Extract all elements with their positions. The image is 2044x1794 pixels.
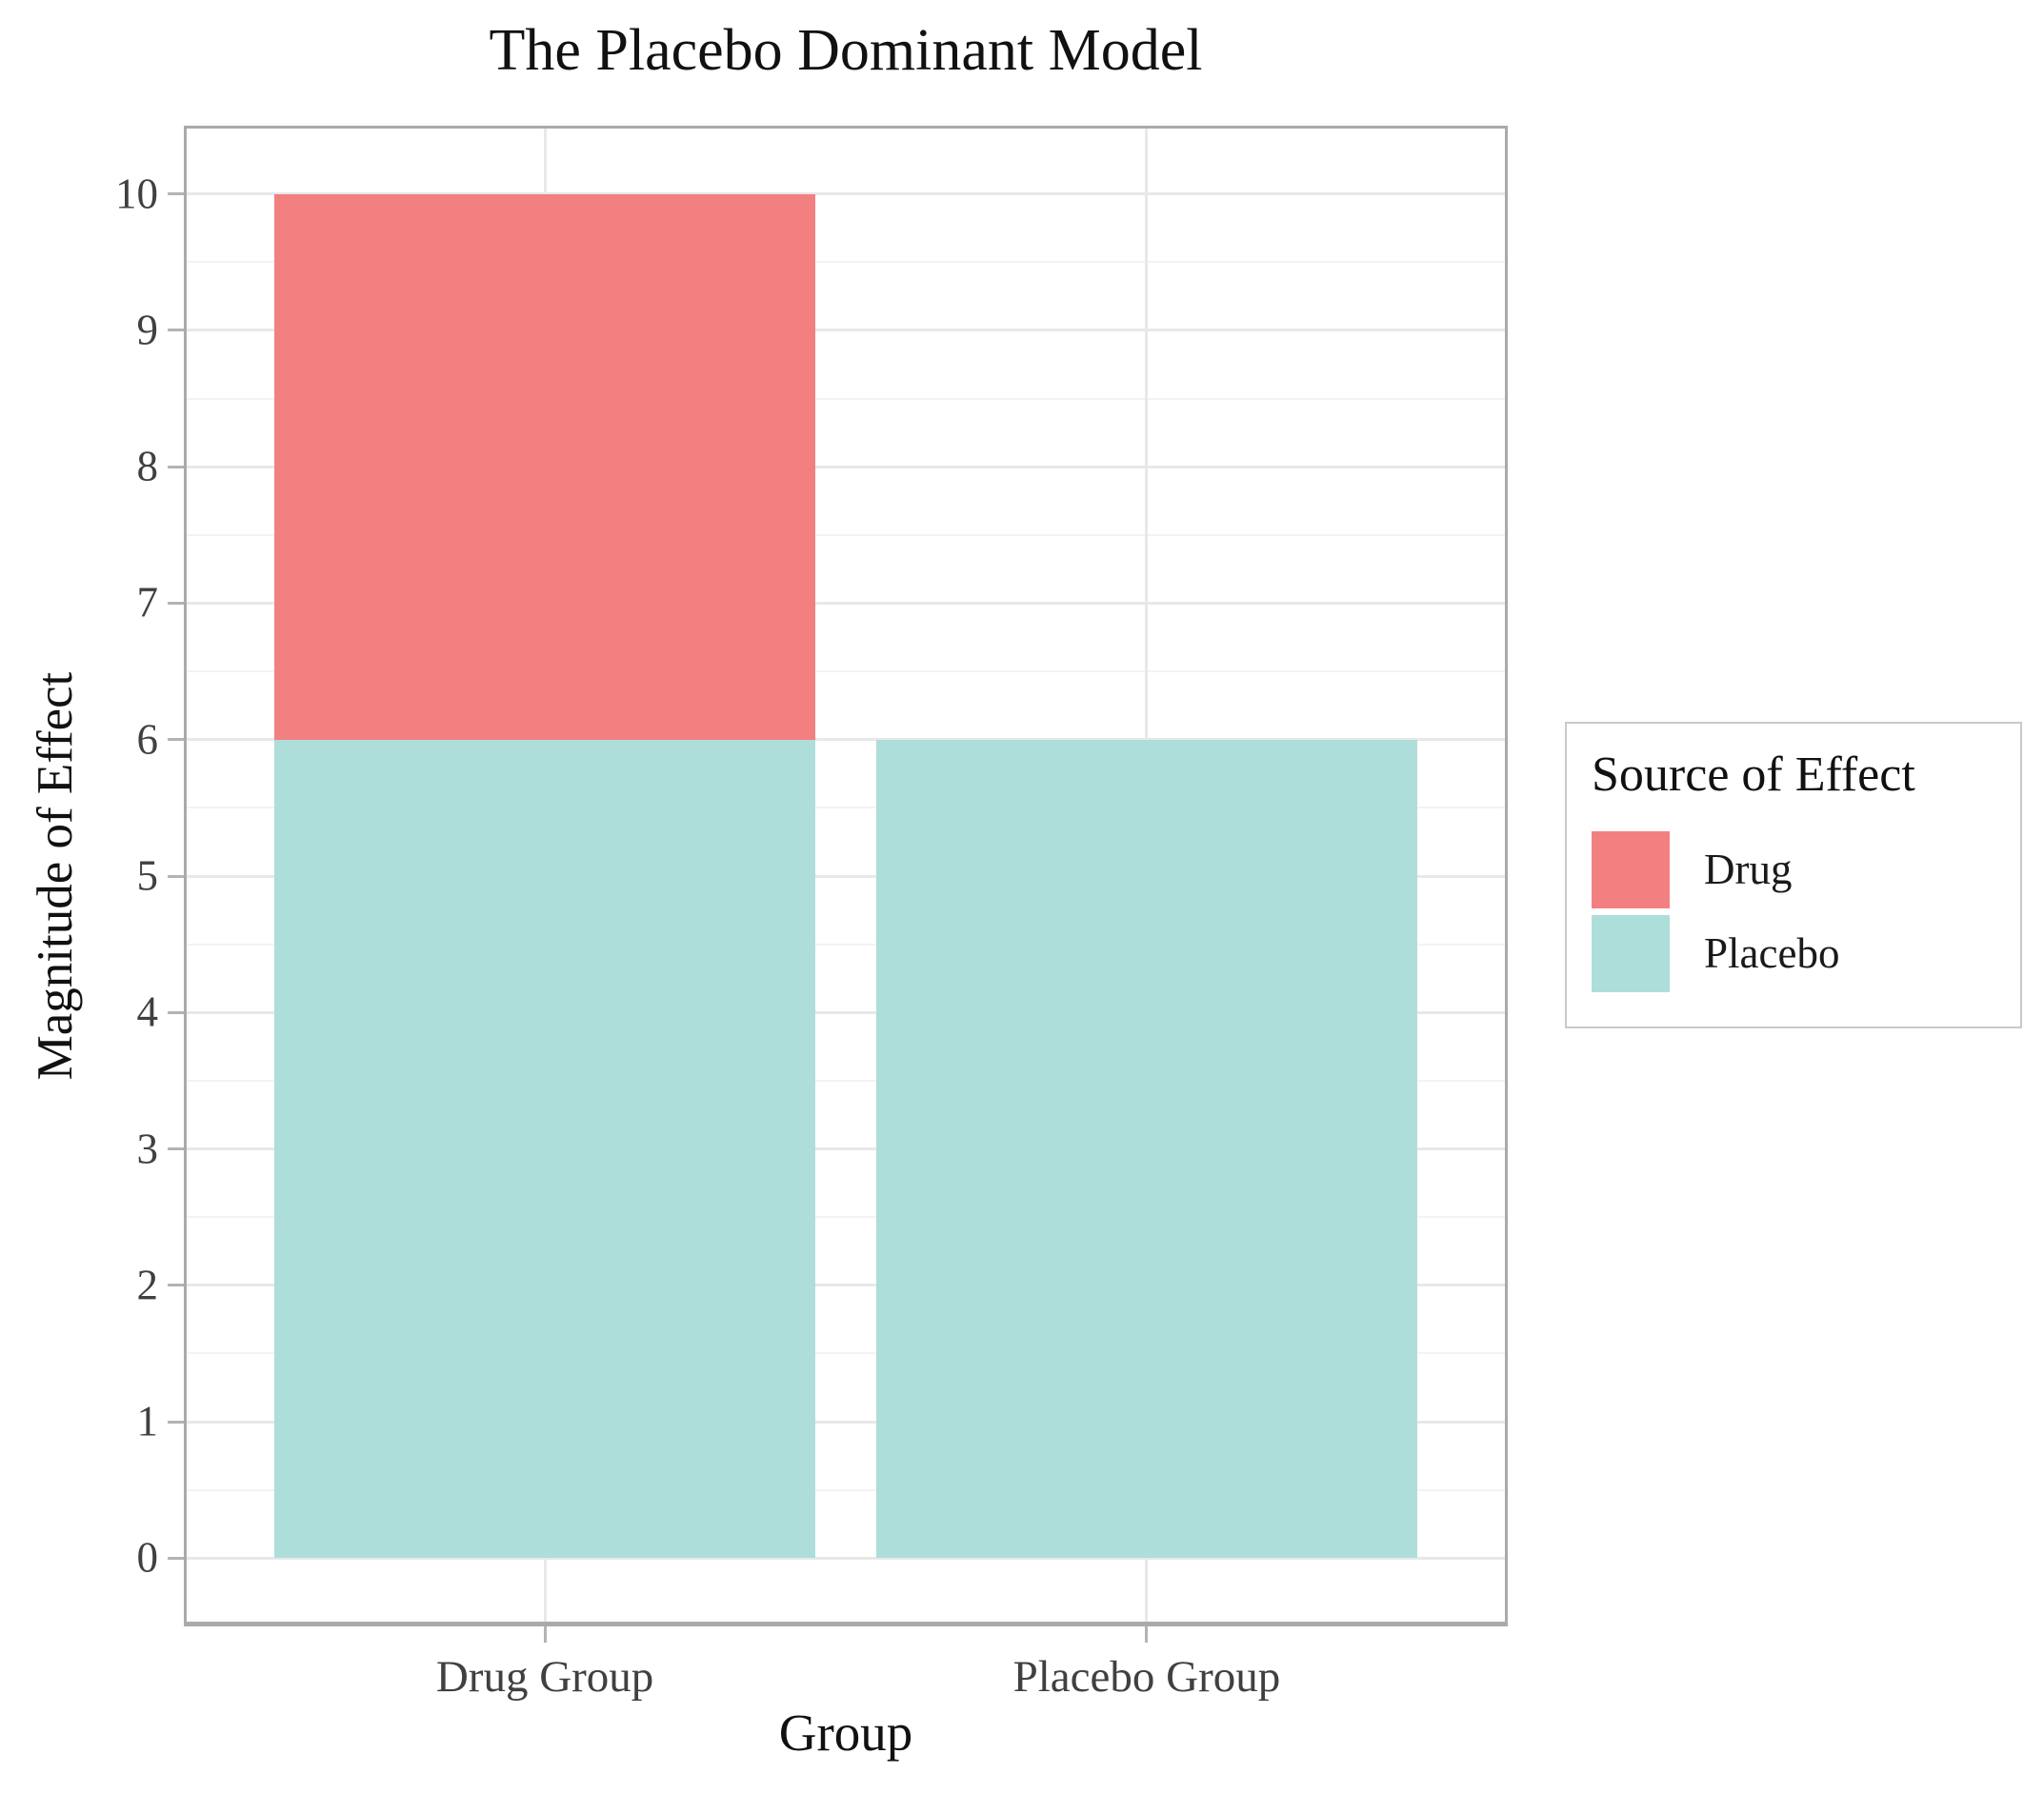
gridline-minor (184, 1352, 1508, 1355)
y-tick-label: 1 (136, 1397, 159, 1445)
y-axis-tick (168, 1420, 184, 1424)
gridline-major (184, 1147, 1508, 1151)
gridline-minor (184, 1488, 1508, 1491)
gridline-major (184, 601, 1508, 605)
x-axis-tick (1145, 1626, 1149, 1643)
legend-swatch-placebo (1592, 915, 1670, 992)
gridline-minor (184, 1216, 1508, 1219)
y-tick-label: 3 (136, 1125, 159, 1173)
x-axis-tick (543, 1626, 547, 1643)
bar-segment-drug (273, 193, 816, 740)
y-axis-tick (168, 1010, 184, 1014)
y-axis-tick (168, 874, 184, 878)
y-axis-tick (168, 465, 184, 468)
gridline-major (184, 192, 1508, 196)
y-tick-label: 10 (115, 169, 158, 218)
y-tick-label: 2 (136, 1261, 159, 1309)
gridline-minor (184, 807, 1508, 809)
legend-swatch-drug (1592, 831, 1670, 908)
gridline-major (184, 1420, 1508, 1424)
legend-title: Source of Effect (1592, 748, 1915, 802)
y-axis-tick (168, 738, 184, 742)
gridline-minor (184, 533, 1508, 536)
legend: Source of Effect Drug Placebo (1565, 722, 2022, 1028)
gridline-major (184, 874, 1508, 878)
x-axis-title: Group (778, 1704, 913, 1762)
legend-item-drug: Drug (1592, 831, 1999, 908)
y-axis-tick (168, 1284, 184, 1287)
plot-panel (184, 126, 1508, 1626)
legend-label: Placebo (1704, 929, 1840, 977)
legend-item-placebo: Placebo (1592, 915, 1999, 992)
legend-items: Drug Placebo (1592, 831, 1999, 992)
gridline-major (184, 738, 1508, 742)
y-tick-label: 7 (136, 578, 159, 627)
legend-label: Drug (1704, 846, 1793, 893)
gridline-minor (184, 943, 1508, 946)
y-axis-tick (168, 192, 184, 196)
gridline-major (184, 1010, 1508, 1014)
gridline-minor (184, 397, 1508, 400)
y-axis-tick (168, 329, 184, 332)
x-tick-label: Drug Group (435, 1652, 654, 1702)
gridline-minor (184, 261, 1508, 264)
y-tick-label: 9 (136, 306, 159, 354)
y-axis-tick (168, 1556, 184, 1560)
gridline-major (184, 1284, 1508, 1287)
y-axis-tick (168, 601, 184, 605)
bar-segment-placebo (875, 739, 1418, 1559)
gridline-minor (184, 1079, 1508, 1082)
gridline-major (184, 465, 1508, 468)
gridline-minor (184, 670, 1508, 673)
gridline-major (184, 1556, 1508, 1560)
x-tick-label: Placebo Group (1012, 1652, 1281, 1702)
y-tick-label: 0 (136, 1533, 159, 1582)
gridline-major (184, 329, 1508, 332)
chart-title: The Placebo Dominant Model (489, 18, 1203, 83)
y-tick-label: 8 (136, 442, 159, 490)
bar-segment-placebo (273, 739, 816, 1559)
y-axis-tick (168, 1147, 184, 1151)
y-axis-title: Magnitude of Effect (28, 671, 83, 1081)
